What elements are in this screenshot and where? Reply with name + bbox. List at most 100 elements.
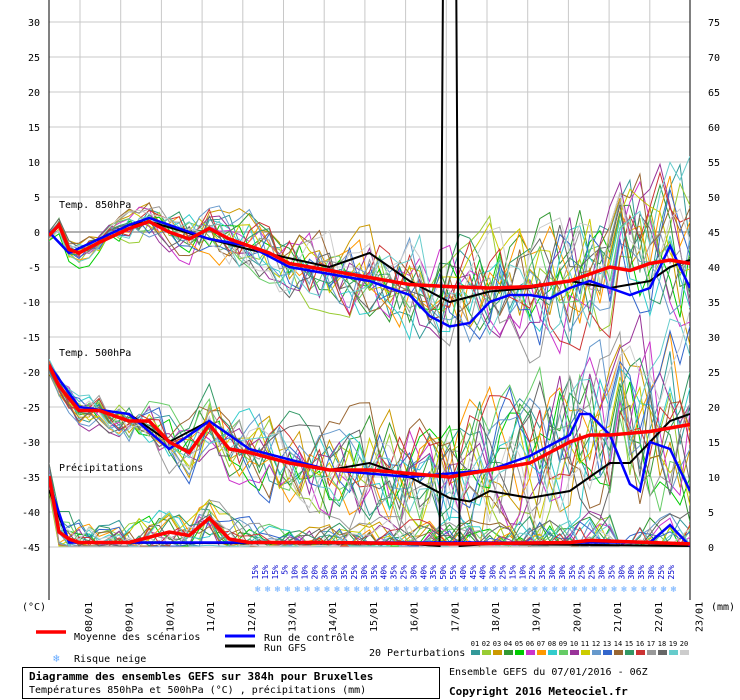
snow-risk-pct: 10% — [301, 565, 310, 580]
perturb-swatch — [636, 650, 645, 655]
series-temp500-control — [49, 364, 690, 494]
left-tick-label: 25 — [28, 53, 40, 64]
perturbation-temp850-line — [49, 199, 690, 364]
left-tick-label: 0 — [34, 228, 40, 239]
right-tick-label: 45 — [708, 228, 720, 239]
snow-risk-pct: 15% — [508, 565, 517, 580]
perturbation-lines — [49, 0, 690, 547]
snow-risk-pct: 25% — [657, 565, 666, 580]
date-label: 10/01 — [165, 602, 176, 632]
perturb-swatch — [493, 650, 502, 655]
perturb-id: 12 — [592, 640, 600, 648]
snow-risk-pct: 25% — [528, 565, 537, 580]
snow-flake-icon: ❄ — [503, 585, 509, 595]
snow-flake-icon: ❄ — [314, 585, 320, 595]
snow-flake-icon: ❄ — [354, 585, 360, 595]
left-tick-label: -30 — [22, 438, 40, 449]
snow-flake-icon: ❄ — [592, 585, 598, 595]
snow-risk-pct: 30% — [409, 565, 418, 580]
right-tick-label: 70 — [708, 53, 720, 64]
right-tick-label: 60 — [708, 123, 720, 134]
left-tick-label: 15 — [28, 123, 40, 134]
right-tick-label: 0 — [708, 543, 714, 554]
snow-risk-pct: 30% — [647, 565, 656, 580]
snow-flake-icon: ❄ — [305, 585, 311, 595]
snow-risk-pct: 30% — [598, 565, 607, 580]
chart-subtitle: Températures 850hPa et 500hPa (°C) , pré… — [29, 685, 367, 696]
snow-risk-pct: 25% — [499, 565, 508, 580]
series-precip-mean — [49, 475, 690, 546]
date-label: 13/01 — [288, 602, 299, 632]
perturbation-temp500-line — [49, 309, 690, 536]
perturbation-temp500-line — [49, 325, 690, 519]
right-unit-label: (mm) — [711, 602, 735, 613]
date-label: 23/01 — [695, 602, 706, 632]
snow-risk-pct: 50% — [439, 565, 448, 580]
perturb-id: 10 — [570, 640, 578, 648]
perturb-id: 14 — [614, 640, 622, 648]
perturb-id: 09 — [559, 640, 567, 648]
snow-risk-pct: 25% — [400, 565, 409, 580]
title-box: Diagramme des ensembles GEFS sur 384h po… — [22, 667, 440, 699]
legend-snow-label: Risque neige — [74, 654, 146, 665]
snow-flake-icon: ❄ — [433, 585, 439, 595]
snow-risk-pct: 25% — [588, 565, 597, 580]
snow-flake-icon: ❄ — [324, 585, 330, 595]
perturb-id: 13 — [603, 640, 611, 648]
snow-flake-icon: ❄ — [493, 585, 499, 595]
perturb-swatch — [603, 650, 612, 655]
snow-flake-icon: ❄ — [512, 585, 518, 595]
perturb-id: 02 — [482, 640, 490, 648]
label-temp500: Temp. 500hPa — [59, 348, 131, 359]
snow-risk-pct: 40% — [479, 565, 488, 580]
snow-flake-icon: ❄ — [641, 585, 647, 595]
snow-risk-pct: 5% — [281, 565, 290, 575]
left-tick-label: -25 — [22, 403, 40, 414]
snow-flake-icon: ❄ — [463, 585, 469, 595]
perturb-id: 03 — [493, 640, 501, 648]
perturbation-temp850-line — [49, 198, 690, 346]
legend-gfs-label: Run GFS — [264, 643, 306, 654]
snow-flake-icon: ❄ — [582, 585, 588, 595]
perturb-swatch — [658, 650, 667, 655]
snow-risk-pct: 30% — [330, 565, 339, 580]
left-tick-label: 10 — [28, 158, 40, 169]
snow-flake-icon: ❄ — [285, 585, 291, 595]
snow-risk-pct: 25% — [667, 565, 676, 580]
date-label: 09/01 — [125, 602, 136, 632]
perturbation-temp500-line — [49, 370, 690, 521]
snow-flake-icon: ❄ — [473, 585, 479, 595]
snow-flake-icon: ❄ — [275, 585, 281, 595]
perturb-swatch — [614, 650, 623, 655]
left-tick-label: 30 — [28, 18, 40, 29]
right-tick-label: 65 — [708, 88, 720, 99]
perturb-swatch — [592, 650, 601, 655]
snow-flake-icon: ❄ — [374, 585, 380, 595]
perturb-id: 11 — [581, 640, 589, 648]
label-temp850: Temp. 850hPa — [59, 200, 131, 211]
right-tick-label: 5 — [708, 508, 714, 519]
left-tick-label: -35 — [22, 473, 40, 484]
date-label: 19/01 — [532, 602, 543, 632]
snow-flake-icon: ❄ — [394, 585, 400, 595]
left-tick-label: -20 — [22, 368, 40, 379]
perturb-id: 06 — [526, 640, 534, 648]
date-label: 08/01 — [84, 602, 95, 632]
snow-risk-pct: 10% — [518, 565, 527, 580]
snow-risk-pct: 30% — [548, 565, 557, 580]
snow-risk-pct: 35% — [429, 565, 438, 580]
perturbation-temp850-line — [49, 180, 690, 355]
date-label: 16/01 — [410, 602, 421, 632]
snow-risk-pct: 30% — [627, 565, 636, 580]
snow-risk-pct: 40% — [419, 565, 428, 580]
perturbation-temp500-line — [49, 359, 690, 488]
snow-flake-icon: ❄ — [562, 585, 568, 595]
snow-flake-icon: ❄ — [611, 585, 617, 595]
legend-perturb-label: 20 Perturbations — [369, 648, 465, 659]
run-info: Ensemble GEFS du 07/01/2016 - 06Z — [449, 667, 648, 678]
snow-flake-icon: ❄ — [552, 585, 558, 595]
date-label: 14/01 — [328, 602, 339, 632]
perturbation-temp500-line — [49, 330, 690, 531]
perturbation-temp850-line — [49, 204, 690, 325]
